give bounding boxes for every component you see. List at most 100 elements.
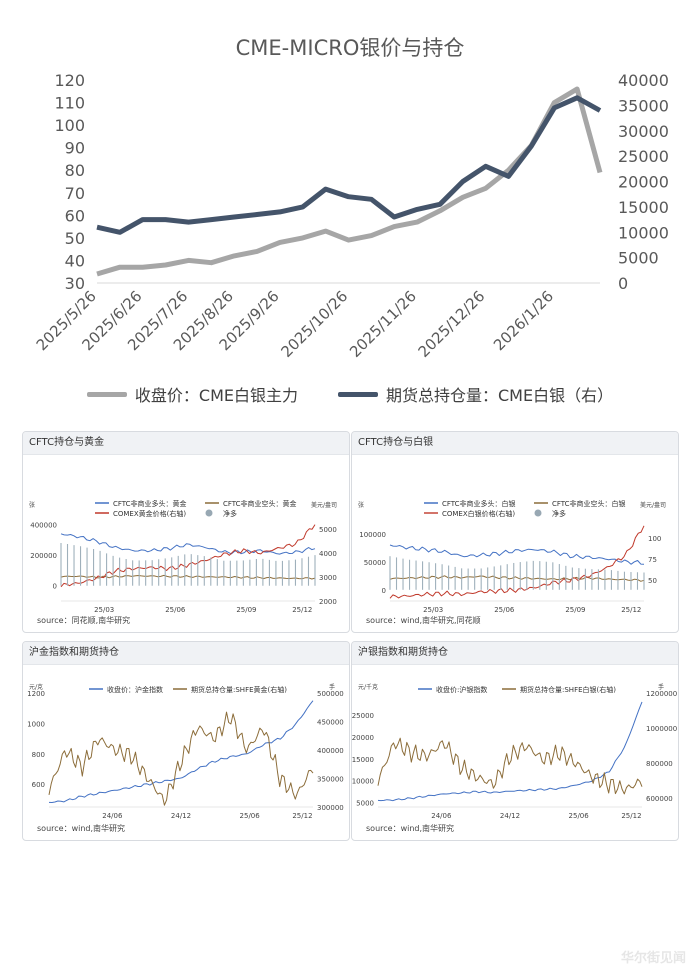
unit-left: 张: [29, 501, 35, 509]
y-tick-label-left: 10000: [352, 778, 374, 786]
legend-swatch: [534, 509, 542, 517]
y-tick-label-left: 600: [32, 781, 45, 789]
y-tick-label-left: 15000: [352, 756, 374, 764]
series-line-oi: [96, 95, 602, 235]
legend-label: 净多: [223, 509, 237, 518]
unit-left: 元/千克: [358, 683, 378, 691]
y-tick-label-right: 500000: [317, 690, 344, 698]
panel-title: 沪银指数和期货持仓: [352, 642, 678, 665]
y-tick-label-right: 2000: [319, 598, 337, 606]
x-tick-label: 24/06: [431, 812, 452, 820]
series-line-short: [60, 574, 316, 580]
unit-right: 手: [658, 683, 664, 691]
y-tick-label-right: 50: [648, 577, 657, 585]
series-line-long: [60, 533, 316, 555]
y-tick-label-left: 110: [54, 94, 85, 113]
series-line-price: [389, 525, 645, 599]
x-tick-label: 25/06: [569, 812, 590, 820]
panel-chart-svg: 元/千克 手 收盘价:沪银指数 期货总持仓量:SHFE白银(右轴) 5000 10000 1…: [352, 683, 677, 820]
legend-label-price: 收盘价：CME白银主力: [134, 386, 298, 405]
watermark: 华尔街见闻: [620, 951, 686, 966]
y-tick-label-left: 5000: [356, 800, 374, 808]
y-tick-label-right: 600000: [646, 795, 673, 803]
x-tick-label: 24/12: [171, 812, 191, 820]
x-tick-label: 2025/11/26: [346, 287, 420, 361]
legend-item-price: 收盘价：CME白银主力: [86, 382, 298, 406]
series-line-price: [96, 86, 603, 277]
y-tick-label-left: 0: [382, 587, 386, 595]
legend-swatch-oi: [338, 391, 378, 397]
x-tick-label: 25/12: [292, 812, 312, 820]
x-tick-label: 25/09: [236, 606, 256, 614]
y-tick-label-left: 90: [65, 139, 85, 158]
x-tick-label: 25/12: [621, 812, 641, 820]
legend-label: 净多: [552, 509, 566, 518]
legend-label: 期货总持仓量:SHFE白银(右轴): [520, 685, 616, 694]
top-chart: CME-MICRO银价与持仓 30 40 50 60 70 80 90 100 110 120 0 5…: [0, 0, 700, 420]
panel-chart-svg: 张 美元/盎司 CFTC非商业多头：白银 CFTC非商业空头：白银 COMEX白银价格(…: [358, 499, 666, 614]
y-tick-label-left: 40: [65, 251, 85, 270]
x-tick-label: 2025/10/26: [277, 287, 351, 361]
series-line-long: [389, 544, 645, 565]
y-tick-label-left: 25000: [352, 712, 374, 720]
y-tick-label-left: 80: [65, 161, 85, 180]
x-tick-label: 2025/12/26: [415, 287, 489, 361]
series-line-short: [389, 575, 645, 582]
y-tick-label-left: 120: [54, 71, 85, 90]
x-tick-label: 25/12: [621, 606, 641, 614]
x-tick-label: 2026/1/26: [490, 287, 557, 354]
x-tick-label: 25/06: [240, 812, 261, 820]
y-tick-label-right: 350000: [317, 776, 344, 784]
legend-item-oi: 期货总持仓量：CME白银（右）: [338, 382, 613, 406]
y-tick-label-right: 5000: [618, 249, 659, 268]
x-tick-label: 25/03: [94, 606, 114, 614]
y-tick-label-left: 800: [32, 751, 45, 759]
legend-swatch: [205, 509, 213, 517]
y-tick-label-right: 75: [648, 556, 657, 564]
y-tick-label-left: 1200: [27, 690, 45, 698]
y-tick-label-left: 50: [65, 229, 85, 248]
series-line-oi: [377, 737, 643, 795]
legend-label: CFTC非商业空头：白银: [552, 499, 626, 508]
chart-title: CME-MICRO银价与持仓: [235, 36, 465, 60]
y-tick-label-right: 450000: [317, 719, 344, 727]
source-note: source：同花顺,南华研究: [37, 616, 131, 625]
series-line-price: [60, 524, 316, 588]
legend-label: 收盘价：沪金指数: [107, 685, 163, 694]
y-tick-label-right: 800000: [646, 760, 673, 768]
series-line-price: [48, 700, 314, 803]
y-tick-label-right: 35000: [618, 96, 669, 115]
panel-title: 沪金指数和期货持仓: [23, 642, 349, 665]
panel-cftc-silver: CFTC持仓与白银 张 美元/盎司 CFTC非商业多头：白银 CFTC非商业空头：白银…: [351, 431, 679, 633]
panel-shfe-gold: 沪金指数和期货持仓 元/克 手 收盘价：沪金指数 期货总持仓量:SHFE黄金(右轴) 6…: [22, 641, 350, 841]
x-tick-label: 24/12: [500, 812, 520, 820]
x-tick-label: 25/12: [292, 606, 312, 614]
legend-label: COMEX黄金价格(右轴): [113, 509, 186, 518]
legend-swatch-price: [86, 391, 127, 397]
source-note: source：wind,南华研究,同花顺: [366, 616, 481, 625]
y-tick-label-right: 100: [648, 535, 661, 543]
panel-chart-svg: 张 美元/盎司 CFTC非商业多头：黄金 CFTC非商业空头：黄金 COMEX黄金价格(…: [29, 499, 337, 614]
y-tick-label-left: 0: [53, 583, 57, 591]
y-tick-label-right: 3000: [319, 574, 337, 582]
legend-label-oi: 期货总持仓量：CME白银（右）: [386, 386, 614, 405]
panel-title: CFTC持仓与黄金: [23, 432, 349, 455]
x-tick-label: 25/03: [423, 606, 443, 614]
panel-title: CFTC持仓与白银: [352, 432, 678, 455]
y-tick-label-right: 40000: [618, 71, 669, 90]
y-tick-label-right: 0: [618, 274, 628, 293]
legend-label: CFTC非商业多头：黄金: [113, 499, 187, 508]
y-tick-label-left: 50000: [364, 559, 386, 567]
unit-right: 美元/盎司: [311, 501, 337, 509]
legend-label: COMEX白银价格(右轴): [442, 509, 515, 518]
y-tick-label-left: 200000: [30, 552, 57, 560]
y-tick-label-right: 25000: [618, 147, 669, 166]
y-tick-label-left: 20000: [352, 734, 374, 742]
y-tick-label-right: 15000: [618, 198, 669, 217]
source-note: source：wind,南华研究: [37, 824, 126, 833]
legend-label: CFTC非商业空头：黄金: [223, 499, 297, 508]
series-line-oi: [48, 711, 314, 806]
panel-chart-svg: 元/克 手 收盘价：沪金指数 期货总持仓量:SHFE黄金(右轴) 600 800 1000 1…: [27, 683, 344, 820]
source-note: source：wind,南华研究: [366, 824, 455, 833]
y-tick-label-right: 30000: [618, 122, 669, 141]
